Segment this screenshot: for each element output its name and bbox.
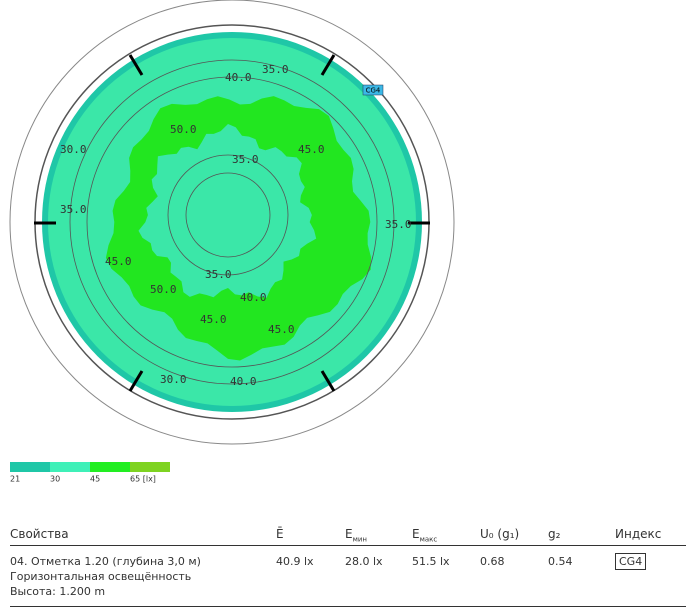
value-text: CG4 (615, 553, 647, 570)
header-text: E (412, 527, 420, 541)
header-cell: Свойства (10, 527, 69, 541)
contour-label: 40.0 (240, 291, 267, 304)
luminaires (34, 54, 430, 392)
zone-45 (105, 96, 372, 361)
contour-label: 45.0 (298, 143, 325, 156)
contour-label: 30.0 (160, 373, 187, 386)
contour-label: 35.0 (385, 218, 412, 231)
contour-label: 45.0 (200, 313, 227, 326)
contour-label: 40.0 (230, 375, 257, 388)
legend-label: 45 (90, 475, 100, 484)
contours (69, 59, 395, 385)
legend-label: 21 (10, 475, 20, 484)
header-text: Ē (276, 527, 284, 541)
header-sub: мин (352, 535, 368, 544)
header-text: E (345, 527, 353, 541)
value-cell: 51.5 lx (412, 555, 450, 568)
header-text: Индекс (615, 527, 662, 541)
value-text: 0.68 (480, 555, 505, 568)
property-cell: 04. Отметка 1.20 (глубина 3,0 м) (10, 555, 201, 568)
property-cell: Горизонтальная освещённость (10, 570, 191, 583)
property-text: 04. Отметка 1.20 (глубина 3,0 м) (10, 555, 201, 568)
legend-swatch (50, 462, 90, 472)
header-sub: макс (419, 535, 438, 544)
header-cell: Eмин (345, 527, 367, 543)
rule (10, 606, 686, 607)
header-cell: U₀ (g₁) (480, 527, 519, 541)
value-cell: 28.0 lx (345, 555, 383, 568)
value-cell: 0.54 (548, 555, 573, 568)
value-cell: 40.9 lx (276, 555, 314, 568)
value-cell: 0.68 (480, 555, 505, 568)
value-text: 0.54 (548, 555, 573, 568)
contour-label: 35.0 (232, 153, 259, 166)
contour-label: 50.0 (150, 283, 177, 296)
property-cell: Высота: 1.200 m (10, 585, 105, 598)
contour-label: 50.0 (170, 123, 197, 136)
header-text: U₀ (g₁) (480, 527, 520, 541)
header-cell: Индекс (615, 527, 661, 541)
contour-label: 35.0 (60, 203, 87, 216)
isolux-plot: CG4 35.0 40.0 35.0 45.0 50.0 30.0 35.0 45.0 50.0… (9, 0, 455, 484)
contour-label: 45.0 (105, 255, 132, 268)
legend-label: 30 (50, 475, 60, 484)
legend-swatch (130, 462, 170, 472)
contour-label: 35.0 (262, 63, 289, 76)
outer-ring (9, 0, 455, 445)
header-text: Свойства (10, 527, 69, 541)
contour-label: 40.0 (225, 71, 252, 84)
value-text: 40.9 lx (276, 555, 314, 568)
property-text: Горизонтальная освещённость (10, 570, 192, 583)
header-text: g₂ (548, 527, 561, 541)
contour-label: 30.0 (60, 143, 87, 156)
rule (10, 545, 686, 546)
legend-swatch (90, 462, 130, 472)
header-cell: Ē (276, 527, 284, 541)
legend-label: 65 [lx] (130, 475, 156, 484)
legend-swatch (10, 462, 50, 472)
value-text: 51.5 lx (412, 555, 450, 568)
value-text: 28.0 lx (345, 555, 383, 568)
tag-label: CG4 (366, 87, 381, 95)
header-cell: Eмакс (412, 527, 437, 543)
property-text: Высота: 1.200 m (10, 585, 106, 598)
contour-label: 35.0 (205, 268, 232, 281)
contour-label: 45.0 (268, 323, 295, 336)
header-cell: g₂ (548, 527, 560, 541)
value-cell: CG4 (615, 553, 647, 570)
tag-box (362, 84, 384, 96)
